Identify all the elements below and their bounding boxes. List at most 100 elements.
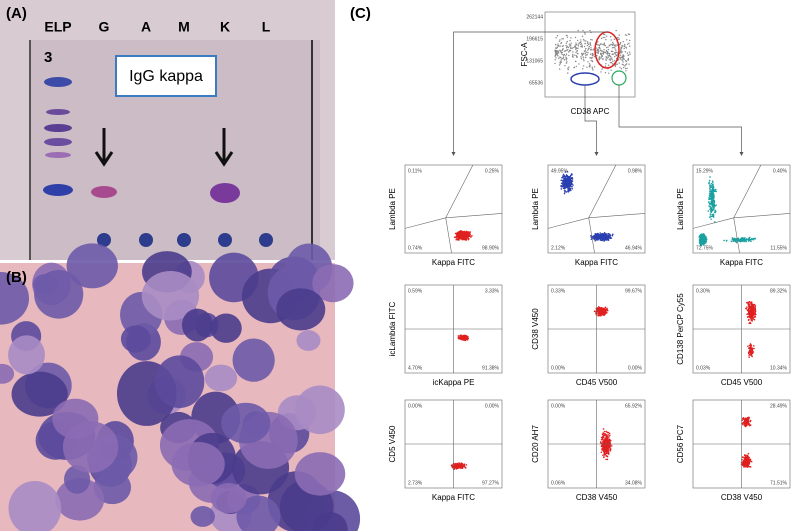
event-dot <box>604 37 605 38</box>
event-dot <box>560 179 562 181</box>
event-dot <box>602 454 604 456</box>
event-dot <box>726 240 728 242</box>
event-dot <box>595 233 597 235</box>
event-dot <box>567 41 568 42</box>
event-dot <box>577 53 578 54</box>
event-dot <box>565 180 567 182</box>
quadrant-percent: 0.06% <box>551 480 566 486</box>
event-dot <box>600 54 601 55</box>
event-dot <box>608 449 610 451</box>
event-dot <box>598 50 599 51</box>
event-dot <box>607 434 609 436</box>
quadrant-percent: 0.00% <box>551 365 566 371</box>
quadrant-percent: 97.27% <box>482 480 500 486</box>
event-dot <box>615 50 616 51</box>
quadrant-percent: 0.03% <box>696 365 711 371</box>
event-dot <box>465 339 467 341</box>
event-dot <box>572 47 573 48</box>
event-dot <box>561 42 562 43</box>
event-dot <box>460 232 462 234</box>
event-dot <box>603 440 605 442</box>
cell <box>276 288 325 330</box>
event-dot <box>604 431 606 433</box>
event-dot <box>749 309 751 311</box>
band <box>45 152 71 158</box>
event-dot <box>565 45 566 46</box>
event-dot <box>602 433 604 435</box>
event-dot <box>749 425 751 427</box>
event-dot <box>456 464 458 466</box>
event-dot <box>602 445 604 447</box>
event-dot <box>462 466 464 468</box>
event-dot <box>564 189 566 191</box>
y-tick-label: 262144 <box>526 14 543 20</box>
event-dot <box>557 51 558 52</box>
event-dot <box>610 237 612 239</box>
y-axis-label: Lambda PE <box>388 188 397 230</box>
event-dot <box>713 189 715 191</box>
event-dot <box>581 58 582 59</box>
event-dot <box>745 455 747 457</box>
event-dot <box>705 241 707 243</box>
quadrant-percent: 11.55% <box>770 245 787 251</box>
event-dot <box>612 63 613 64</box>
event-dot <box>590 39 591 40</box>
event-dot <box>744 423 746 425</box>
panel-label: (C) <box>350 5 371 22</box>
event-dot <box>711 191 713 193</box>
event-dot <box>592 68 593 69</box>
event-dot <box>625 51 626 52</box>
event-dot <box>563 175 565 177</box>
event-dot <box>584 53 585 54</box>
cell <box>295 386 345 435</box>
event-dot <box>462 236 464 238</box>
quadrant-percent: 34.08% <box>625 480 643 486</box>
event-dot <box>622 54 623 55</box>
event-dot <box>737 237 739 239</box>
event-dot <box>742 462 744 464</box>
event-dot <box>459 236 461 238</box>
event-dot <box>602 311 604 313</box>
event-dot <box>563 56 564 57</box>
event-dot <box>458 335 460 337</box>
event-dot <box>713 197 715 199</box>
x-axis-label: CD38 APC <box>571 107 610 116</box>
event-dot <box>460 335 462 337</box>
event-dot <box>582 53 583 54</box>
event-dot <box>748 453 750 455</box>
event-dot <box>602 55 603 56</box>
event-dot <box>574 67 575 68</box>
event-dot <box>599 310 601 312</box>
event-dot <box>590 45 591 46</box>
event-dot <box>601 38 602 39</box>
event-dot <box>754 319 756 321</box>
event-dot <box>747 419 749 421</box>
event-dot <box>612 42 613 43</box>
event-dot <box>564 59 565 60</box>
event-dot <box>566 42 567 43</box>
event-dot <box>734 240 736 242</box>
event-dot <box>559 50 560 51</box>
event-dot <box>557 35 558 36</box>
arrowhead <box>595 152 599 156</box>
cell <box>172 442 225 487</box>
event-dot <box>596 52 597 53</box>
event-dot <box>555 57 556 58</box>
quadrant-percent: 0.33% <box>551 288 566 294</box>
event-dot <box>601 308 603 310</box>
event-dot <box>624 65 625 66</box>
event-dot <box>582 30 583 31</box>
event-dot <box>745 420 747 422</box>
event-dot <box>469 233 471 235</box>
event-dot <box>622 56 623 57</box>
event-dot <box>599 56 600 57</box>
event-dot <box>702 242 704 244</box>
event-dot <box>587 52 588 53</box>
event-dot <box>629 40 630 41</box>
event-dot <box>464 466 466 468</box>
event-dot <box>454 468 456 470</box>
event-dot <box>466 232 468 234</box>
event-dot <box>556 52 557 53</box>
event-dot <box>583 60 584 61</box>
event-dot <box>590 54 591 55</box>
